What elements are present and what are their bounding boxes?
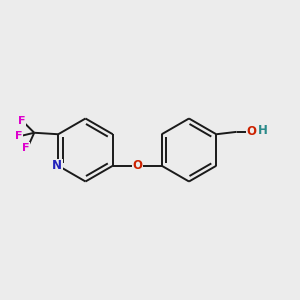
Text: N: N — [52, 159, 62, 172]
Text: O: O — [132, 159, 142, 172]
Text: O: O — [246, 125, 256, 138]
Text: F: F — [18, 116, 26, 126]
Text: H: H — [257, 124, 267, 137]
Text: F: F — [15, 131, 22, 141]
Text: F: F — [22, 143, 30, 153]
